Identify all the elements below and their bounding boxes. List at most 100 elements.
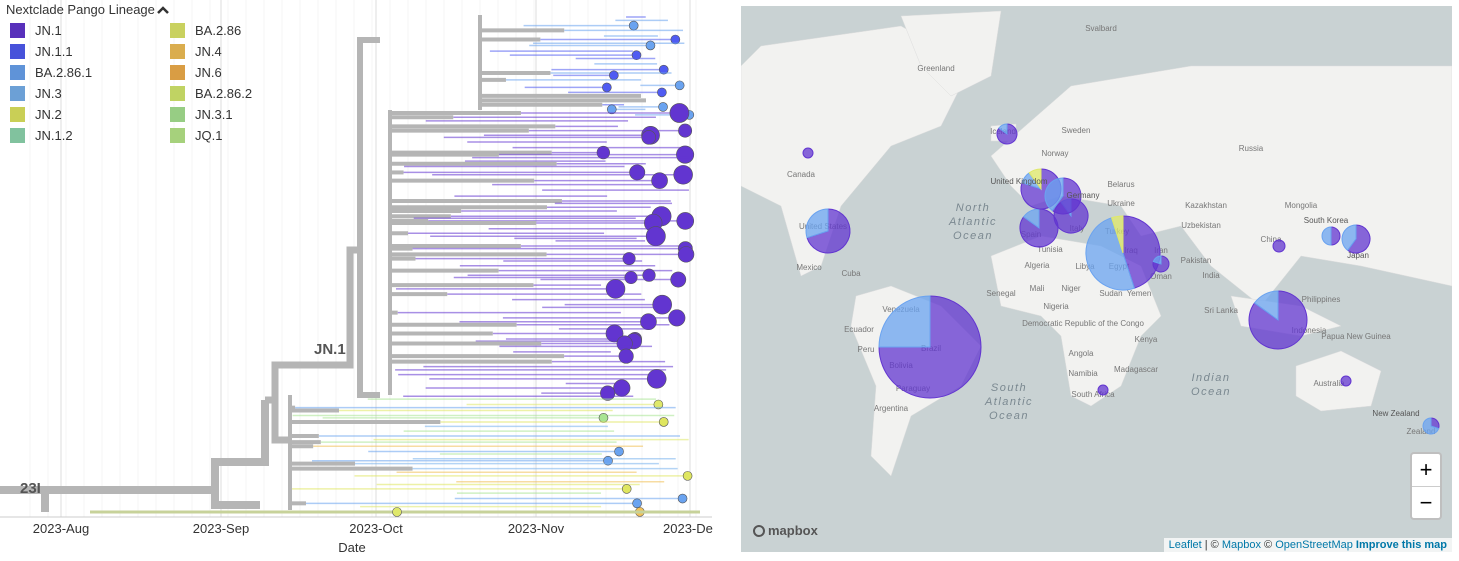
pie-slice[interactable]: [802, 147, 814, 159]
tree-tip[interactable]: [605, 324, 624, 343]
tree-tip[interactable]: [621, 484, 632, 494]
pie-slice[interactable]: [1044, 177, 1064, 212]
osm-link[interactable]: OpenStreetMap: [1275, 539, 1353, 551]
world-map[interactable]: GreenlandSvalbardCanadaUnited StatesMexi…: [741, 6, 1452, 552]
tree-tip[interactable]: [609, 70, 619, 81]
tree-tip[interactable]: [653, 399, 664, 410]
improve-map-link[interactable]: Improve this map: [1355, 539, 1447, 551]
pie-slice[interactable]: [1253, 290, 1279, 321]
pie-slice[interactable]: [1051, 177, 1082, 215]
tree-tip[interactable]: [606, 104, 617, 115]
tree-tip[interactable]: [640, 313, 657, 331]
pie-slice[interactable]: [1321, 226, 1332, 246]
pie-slice[interactable]: [805, 208, 829, 239]
tree-tip[interactable]: [658, 64, 669, 75]
pie-slice[interactable]: [1340, 375, 1352, 387]
pie-slice[interactable]: [998, 123, 1008, 135]
legend-header[interactable]: Nextclade Pango Lineage: [6, 2, 169, 17]
legend-item[interactable]: BA.2.86.1: [10, 64, 170, 81]
mapbox-logo[interactable]: mapbox: [753, 523, 818, 538]
tree-tip[interactable]: [645, 40, 656, 51]
tree-tip[interactable]: [392, 507, 402, 517]
pie-slice[interactable]: [1422, 417, 1440, 435]
map-panel[interactable]: GreenlandSvalbardCanadaUnited StatesMexi…: [741, 6, 1452, 552]
legend-item[interactable]: JN.1: [10, 22, 170, 39]
tree-tip[interactable]: [613, 379, 631, 397]
map-pie-japan[interactable]: [1341, 224, 1371, 254]
map-pie-egypt[interactable]: [1085, 215, 1161, 291]
map-pie-indonesia[interactable]: [1248, 290, 1308, 350]
pie-slice[interactable]: [1347, 224, 1371, 254]
legend-item[interactable]: BA.2.86: [170, 22, 290, 39]
tree-tip[interactable]: [631, 50, 642, 60]
legend-item[interactable]: JQ.1: [170, 127, 290, 144]
map-pie-south-africa[interactable]: [1097, 384, 1109, 396]
map-pie-iceland[interactable]: [996, 123, 1018, 145]
tree-tip[interactable]: [674, 80, 685, 91]
pie-slice[interactable]: [1122, 215, 1161, 289]
tree-tip[interactable]: [622, 252, 636, 266]
tree-tip[interactable]: [651, 172, 668, 189]
tree-tip[interactable]: [628, 20, 639, 31]
tree-tip[interactable]: [678, 123, 693, 138]
tree-tip[interactable]: [668, 309, 686, 327]
map-pie-china[interactable]: [1272, 239, 1286, 253]
tree-tip[interactable]: [645, 226, 666, 247]
map-pie-australia[interactable]: [1340, 375, 1352, 387]
tree-tip[interactable]: [642, 268, 656, 282]
pie-slice[interactable]: [1248, 290, 1308, 350]
pie-slice[interactable]: [878, 295, 931, 348]
zoom-out-button[interactable]: −: [1412, 486, 1440, 519]
map-pie-germany[interactable]: [1044, 177, 1082, 215]
map-pie-oman[interactable]: [1152, 255, 1170, 273]
leaflet-link[interactable]: Leaflet: [1168, 539, 1202, 551]
tree-tip[interactable]: [629, 164, 646, 181]
map-pie-canada[interactable]: [802, 147, 814, 159]
tree-tip[interactable]: [677, 493, 688, 504]
tree-tip[interactable]: [676, 212, 695, 230]
tree-tip[interactable]: [669, 103, 690, 123]
map-pie-new-zealand[interactable]: [1422, 417, 1440, 435]
tree-tip[interactable]: [598, 413, 609, 423]
tree-tip[interactable]: [641, 130, 656, 145]
tree-tip[interactable]: [600, 385, 616, 401]
tree-tip[interactable]: [677, 246, 695, 263]
pie-slice[interactable]: [1330, 226, 1341, 246]
pie-slice[interactable]: [1028, 168, 1042, 191]
tree-tip[interactable]: [670, 34, 681, 45]
map-pie-south-korea[interactable]: [1321, 226, 1341, 246]
legend-item[interactable]: JN.2: [10, 106, 170, 123]
tree-tip[interactable]: [682, 471, 693, 481]
tree-tip[interactable]: [624, 271, 638, 285]
tree-tip[interactable]: [646, 369, 667, 389]
zoom-in-button[interactable]: +: [1419, 457, 1433, 482]
legend-item[interactable]: JN.1.2: [10, 127, 170, 144]
tree-tip[interactable]: [652, 294, 672, 315]
pie-slice[interactable]: [1152, 255, 1170, 273]
legend-item[interactable]: JN.3: [10, 85, 170, 102]
tree-tip[interactable]: [596, 145, 610, 160]
pie-slice[interactable]: [1110, 215, 1124, 254]
chevron-up-icon[interactable]: [157, 5, 169, 15]
tree-tip[interactable]: [673, 165, 693, 185]
pie-slice[interactable]: [1341, 224, 1357, 252]
mapbox-link[interactable]: Mapbox: [1221, 539, 1261, 551]
legend-item[interactable]: JN.1.1: [10, 43, 170, 60]
pie-slice[interactable]: [1085, 217, 1136, 291]
tree-tip[interactable]: [658, 417, 669, 427]
tree-canvas[interactable]: [0, 0, 735, 520]
tree-tip[interactable]: [632, 498, 642, 509]
legend-item[interactable]: JN.3.1: [170, 106, 290, 123]
legend-item[interactable]: BA.2.86.2: [170, 85, 290, 102]
tree-tip[interactable]: [614, 446, 624, 457]
tree-tip[interactable]: [657, 87, 667, 98]
map-pie-spain[interactable]: [1019, 208, 1059, 248]
legend-item[interactable]: JN.6: [170, 64, 290, 81]
pie-slice[interactable]: [806, 208, 851, 254]
pie-slice[interactable]: [878, 295, 982, 399]
map-pie-united-states[interactable]: [805, 208, 851, 254]
map-pie-brazil[interactable]: [878, 295, 982, 399]
pie-slice[interactable]: [1272, 239, 1286, 253]
tree-tip[interactable]: [605, 279, 626, 299]
tree-tip[interactable]: [670, 271, 687, 288]
